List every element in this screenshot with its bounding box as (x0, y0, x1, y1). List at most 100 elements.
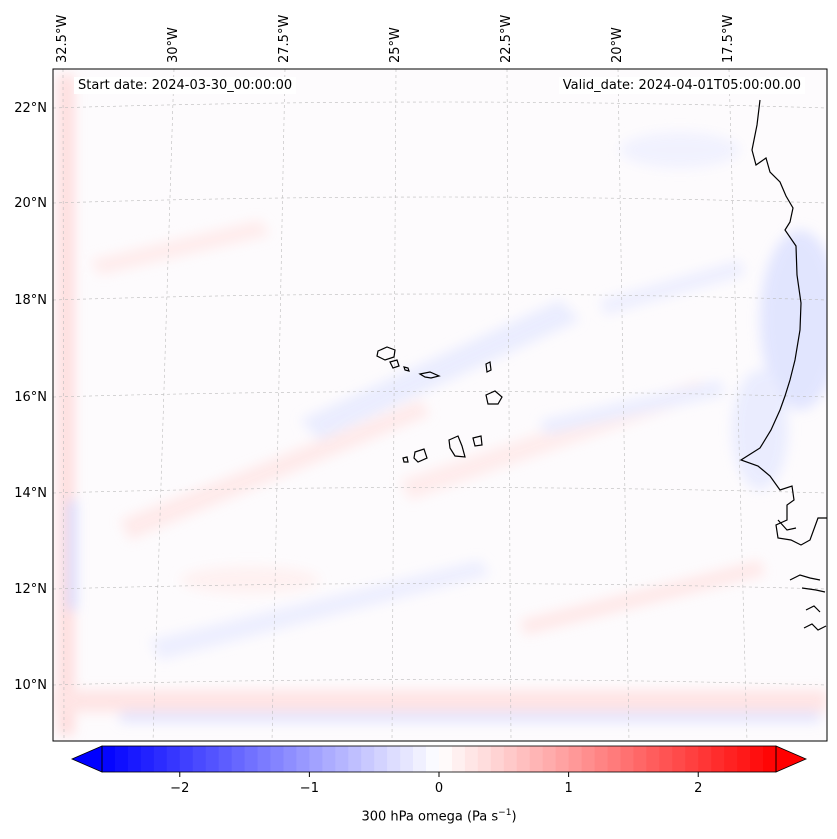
colorbar-cell (594, 746, 609, 772)
lat-label-12n: 12°N (14, 582, 47, 597)
island-boa-vista (485, 390, 503, 405)
graticule (53, 69, 827, 741)
lat-label-16n: 16°N (14, 390, 47, 405)
meridian-22-5w (506, 69, 512, 741)
lon-label-32-5w: 32.5°W (55, 15, 70, 63)
island-santiago (448, 435, 466, 458)
map-frame (52, 68, 828, 742)
colorbar-cell (309, 746, 323, 772)
colorbar-cell (451, 746, 466, 772)
colorbar-cell (283, 746, 298, 772)
colorbar-cell (750, 746, 764, 772)
colorbar-cell (763, 746, 777, 772)
colorbar-cell (192, 746, 207, 772)
lat-label-22n: 22°N (14, 101, 47, 116)
longitude-labels: 32.5°W 30°W 27.5°W 25°W 22.5°W 20°W 17.5… (55, 15, 736, 63)
lat-label-10n: 10°N (14, 678, 47, 693)
latitude-labels: 22°N 20°N 18°N 16°N 14°N 12°N 10°N (14, 101, 47, 693)
colorbar-tick-label: 0 (435, 781, 443, 796)
meridian-20w (617, 69, 630, 741)
colorbar-tick-label: −2 (170, 781, 189, 796)
colorbar-cell (620, 746, 635, 772)
colorbar-cell (633, 746, 647, 772)
colorbar-cell (737, 746, 751, 772)
colorbar-cell (335, 746, 349, 772)
colorbar-cell (348, 746, 362, 772)
coastlines (376, 99, 827, 631)
lon-label-30w: 30°W (166, 27, 181, 63)
colorbar-tick-label: 1 (564, 781, 572, 796)
colorbar-cell (270, 746, 285, 772)
lon-label-20w: 20°W (610, 27, 625, 63)
island-sal (485, 361, 492, 373)
meridian-17-5w (728, 69, 748, 741)
colorbar: −2 −1 0 1 2 (70, 745, 808, 796)
colorbar-cell (361, 746, 375, 772)
colorbar-cell (581, 746, 596, 772)
parallel-20n (53, 196, 827, 204)
colorbar-cell (529, 746, 544, 772)
colorbar-extend-left (70, 745, 103, 773)
colorbar-cell (205, 746, 220, 772)
colorbar-cell (140, 746, 155, 772)
lat-label-14n: 14°N (14, 486, 47, 501)
colorbar-cell (127, 746, 142, 772)
colorbar-cell (400, 746, 414, 772)
lon-label-27-5w: 27.5°W (277, 15, 292, 63)
lat-label-18n: 18°N (14, 293, 47, 308)
parallel-10n (53, 679, 827, 686)
island-maio (472, 435, 483, 447)
colorbar-cell (153, 746, 168, 772)
colorbar-label-sup: −1 (498, 808, 512, 818)
island-santo-antao (376, 346, 396, 361)
parallel-12n (53, 583, 827, 590)
colorbar-tick-label: 2 (694, 781, 702, 796)
colorbar-cell (568, 746, 583, 772)
colorbar-cell (685, 746, 699, 772)
colorbar-cell (322, 746, 336, 772)
colorbar-cell (490, 746, 505, 772)
colorbar-cell (387, 746, 401, 772)
island-santa-luzia (403, 366, 410, 372)
island-hooks (777, 519, 827, 631)
parallel-14n (53, 487, 827, 494)
lon-label-17-5w: 17.5°W (721, 15, 736, 63)
colorbar-cell (374, 746, 388, 772)
colorbar-extend-right (775, 745, 808, 773)
colorbar-cell (659, 746, 673, 772)
omega-field (53, 69, 827, 741)
colorbar-cell (102, 746, 116, 772)
lon-label-22-5w: 22.5°W (499, 15, 514, 63)
colorbar-cell (439, 746, 453, 772)
colorbar-cell (698, 746, 712, 772)
colorbar-label-close: ) (511, 809, 517, 825)
colorbar-cell (711, 746, 725, 772)
colorbar-cell (114, 746, 129, 772)
island-sao-nicolau (418, 371, 441, 379)
colorbar-cell (646, 746, 660, 772)
colorbar-ticks: −2 −1 0 1 2 (170, 772, 702, 796)
colorbar-cell (218, 746, 233, 772)
colorbar-cell (179, 746, 194, 772)
colorbar-cell (607, 746, 622, 772)
colorbar-cell (672, 746, 686, 772)
parallel-22n (53, 101, 827, 109)
lon-label-25w: 25°W (388, 27, 403, 63)
colorbar-cell (244, 746, 259, 772)
island-fogo (413, 448, 428, 463)
colorbar-cell (555, 746, 570, 772)
colorbar-cell (166, 746, 181, 772)
valid-date-label: Valid_date: 2024-04-01T05:00:00.00 (558, 77, 805, 94)
africa-coast (739, 99, 827, 546)
meridian-27-5w (271, 69, 286, 741)
colorbar-cell (296, 746, 310, 772)
colorbar-cell (231, 746, 246, 772)
parallel-18n (53, 293, 827, 301)
meridian-32-5w (62, 69, 65, 741)
island-brava (402, 456, 409, 463)
colorbar-label: 300 hPa omega (Pa s−1) (361, 808, 516, 824)
colorbar-cell (477, 746, 492, 772)
parallel-16n (53, 391, 827, 398)
colorbar-cell (516, 746, 531, 772)
